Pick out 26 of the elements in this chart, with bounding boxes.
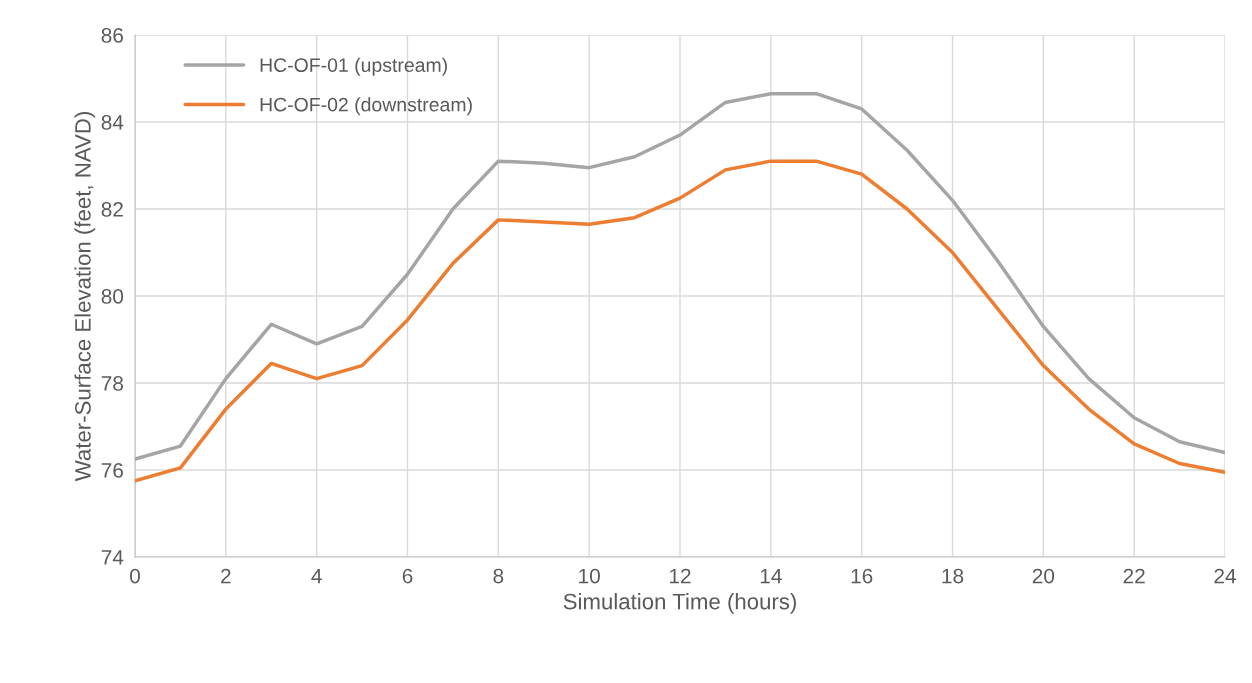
y-tick-label: 74 <box>101 550 124 565</box>
line-series <box>135 91 1225 461</box>
y-tick-label: 82 <box>101 202 123 217</box>
x-tick-label: 22 <box>1123 568 1145 584</box>
x-tick-label: 12 <box>670 568 691 584</box>
x-tick-label: 0 <box>130 568 140 584</box>
x-tick-label: 2 <box>221 568 231 584</box>
x-tick-label: 14 <box>760 568 782 584</box>
x-tick-label: 10 <box>579 568 600 584</box>
y-axis-title: Water-Surface Elevation (feet, NAVD) <box>74 112 96 482</box>
y-tick-label: 86 <box>101 28 123 43</box>
x-tick-label: 18 <box>942 568 964 584</box>
legend-label: HC-OF-02 (downstream) <box>260 97 472 116</box>
y-tick-label: 78 <box>101 376 123 391</box>
x-tick-label: 8 <box>493 568 504 584</box>
x-axis-title: Simulation Time (hours) <box>563 593 796 614</box>
x-tick-label: 24 <box>1214 568 1236 584</box>
line-series <box>135 159 1225 483</box>
x-tick-label: 20 <box>1032 568 1055 584</box>
y-tick-label: 80 <box>101 289 124 304</box>
x-tick-label: 16 <box>851 568 873 584</box>
y-tick-label: 84 <box>101 115 124 130</box>
x-tick-label: 6 <box>402 568 413 584</box>
y-tick-label: 76 <box>101 463 123 478</box>
x-tick-label: 4 <box>311 568 322 584</box>
legend-label: HC-OF-01 (upstream) <box>260 57 447 76</box>
